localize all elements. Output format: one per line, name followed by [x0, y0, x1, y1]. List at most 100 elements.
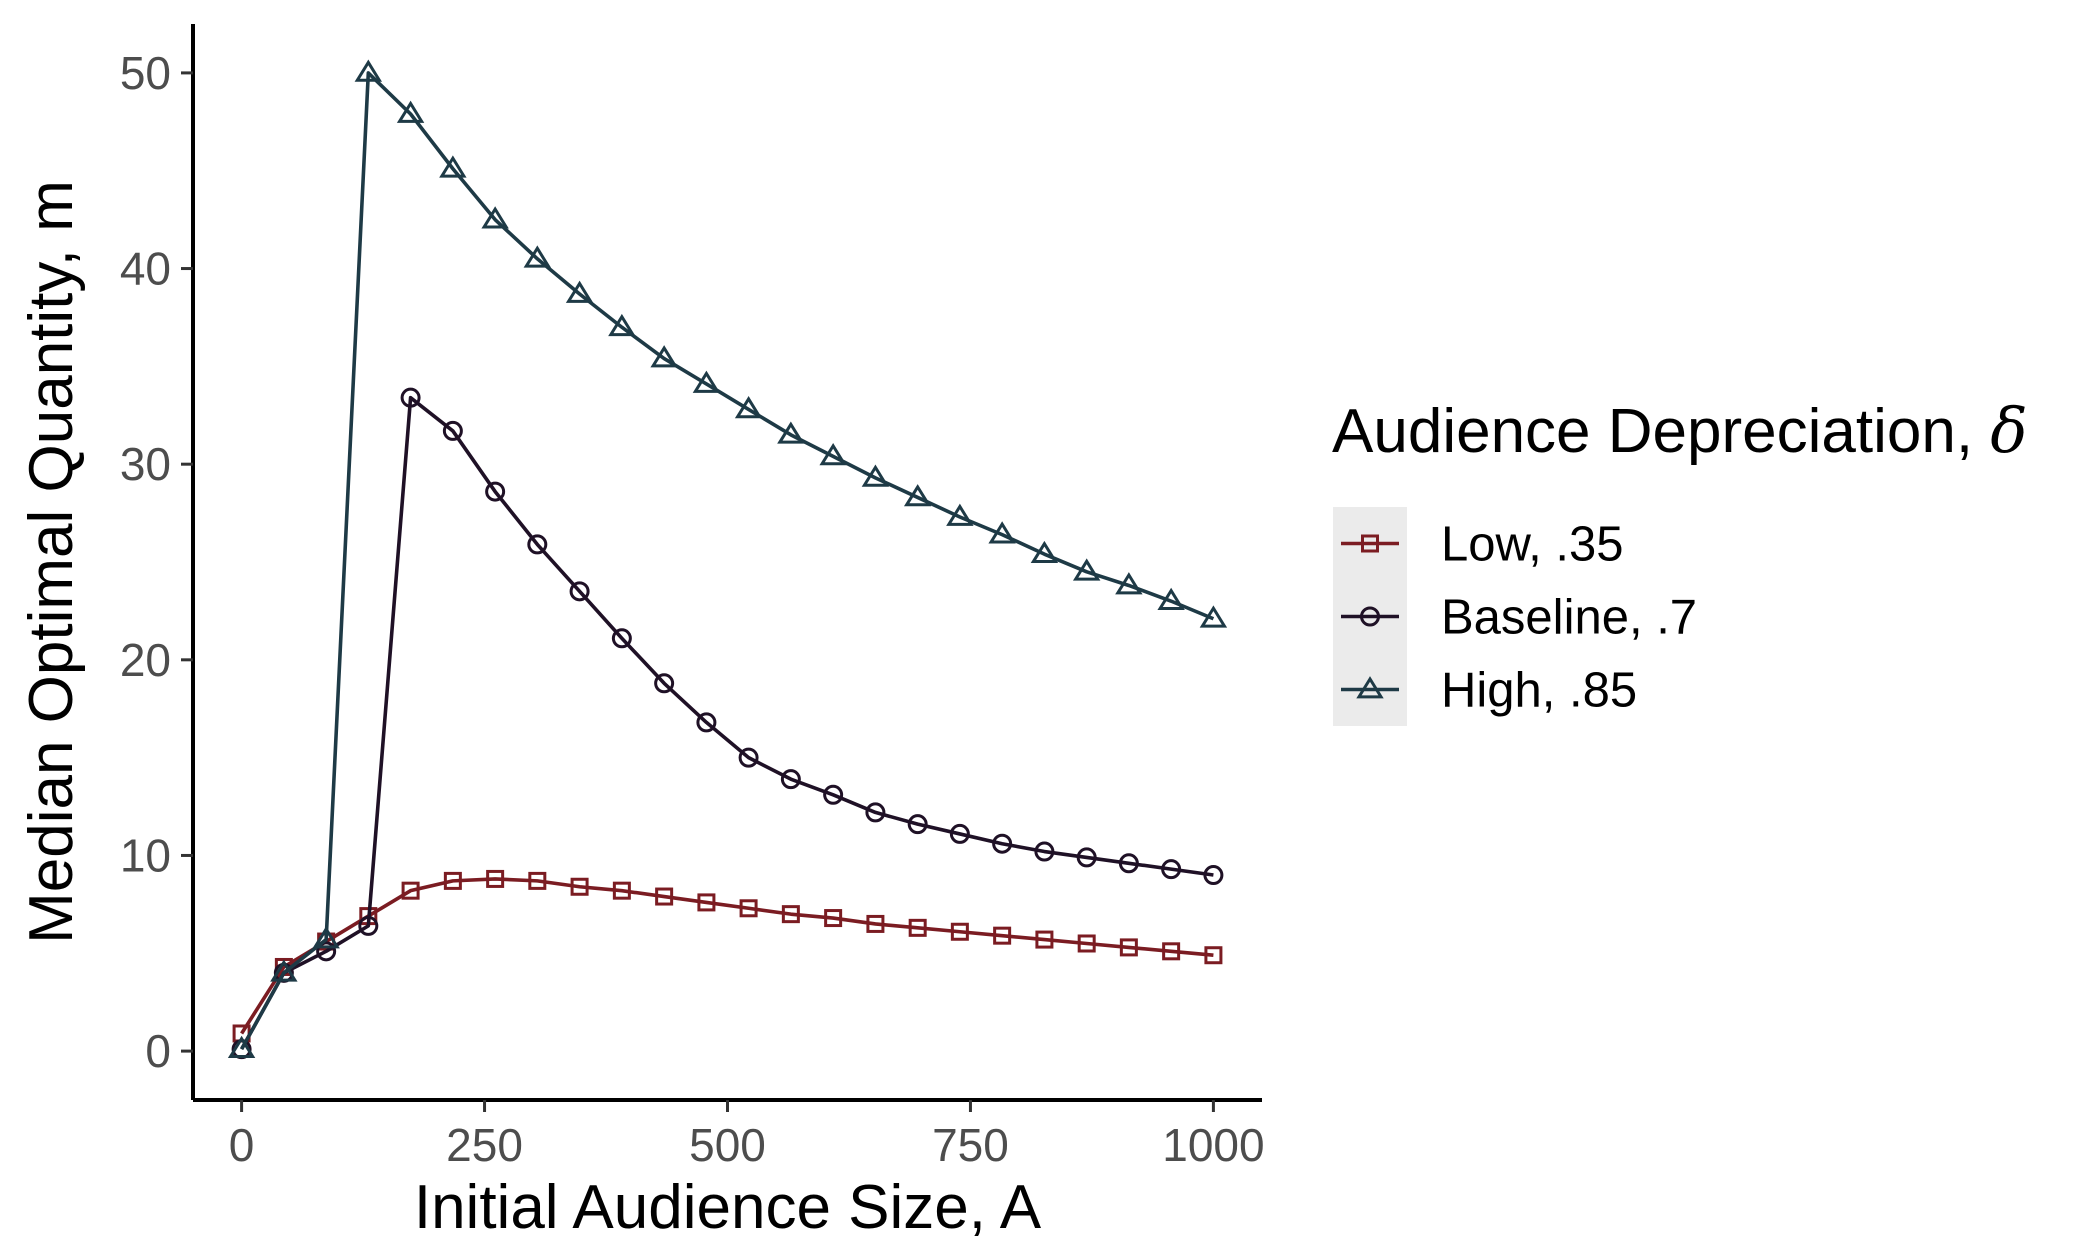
x-axis: 0 250 500 750 1000 Initial Audience Size, A: [193, 1098, 1265, 1242]
square-marker: [443, 871, 462, 890]
square-marker: [486, 869, 505, 888]
triangle-marker: [734, 396, 763, 419]
circle-marker: [907, 814, 928, 835]
legend-label: Low, .35: [1441, 518, 1624, 572]
circle-marker: [1034, 841, 1055, 862]
square-marker: [908, 918, 927, 937]
legend-title: Audience Depreciation, δ: [1332, 394, 2028, 467]
series-square: [232, 869, 1223, 1043]
circle-marker: [358, 915, 379, 936]
circle-marker: [611, 628, 632, 649]
circle-marker: [316, 941, 337, 962]
series-layer: [227, 59, 1228, 1060]
triangle-marker: [988, 521, 1016, 544]
legend: Audience Depreciation, δ Low, .35 Baselin…: [1332, 394, 2028, 726]
circle-marker: [1360, 606, 1380, 627]
square-marker: [950, 922, 969, 941]
plot-area: [227, 59, 1228, 1060]
circle-marker: [949, 823, 970, 844]
y-tick-label: 30: [120, 438, 171, 490]
legend-label: High, .85: [1441, 664, 1637, 718]
square-marker: [1361, 534, 1379, 553]
circle-marker: [654, 673, 675, 694]
square-marker: [1119, 938, 1138, 957]
square-marker: [612, 881, 631, 900]
square-marker: [1204, 946, 1223, 965]
square-marker: [401, 881, 420, 900]
circle-marker: [1076, 847, 1097, 868]
y-tick-label: 20: [120, 634, 171, 686]
y-axis-title: Median Optimal Quantity, m: [17, 180, 86, 944]
legend-label: Baseline, .7: [1441, 591, 1697, 645]
square-marker: [528, 871, 547, 890]
circle-marker: [865, 802, 886, 823]
triangle-marker: [523, 245, 552, 268]
x-tick-label: 1000: [1162, 1119, 1264, 1171]
triangle-marker: [861, 464, 890, 487]
triangle-marker: [1157, 587, 1185, 610]
circle-marker: [992, 833, 1013, 854]
series-triangle: [227, 59, 1228, 1058]
legend-item: High, .85: [1341, 664, 1637, 718]
legend-items: Low, .35 Baseline, .7 High, .85: [1341, 518, 1697, 718]
triangle-marker: [946, 503, 974, 526]
triangle-marker: [565, 280, 594, 303]
square-marker: [1077, 934, 1096, 953]
triangle-marker: [1030, 540, 1059, 564]
y-tick-label: 10: [120, 829, 171, 881]
square-marker: [1162, 942, 1181, 961]
y-tick-label: 40: [120, 243, 171, 295]
circle-marker: [1118, 853, 1139, 874]
triangle-marker: [1199, 605, 1228, 628]
triangle-marker: [819, 443, 847, 466]
x-ticks: 0 250 500 750 1000: [229, 1100, 1265, 1171]
triangle-marker: [481, 206, 509, 229]
triangle-marker: [1356, 676, 1384, 699]
series-circle: [231, 387, 1224, 1060]
triangle-marker: [270, 959, 298, 982]
y-tick-label: 0: [145, 1025, 171, 1077]
x-tick-label: 750: [932, 1119, 1009, 1171]
square-marker: [866, 914, 885, 933]
triangle-marker: [650, 345, 678, 368]
square-marker: [1035, 930, 1054, 949]
circle-marker: [569, 581, 590, 602]
square-marker: [993, 926, 1012, 945]
triangle-marker: [608, 313, 636, 337]
triangle-marker: [903, 484, 932, 507]
x-tick-label: 250: [446, 1119, 523, 1171]
x-tick-label: 0: [229, 1119, 255, 1171]
legend-title-text: Audience Depreciation,: [1332, 397, 1990, 466]
series-line: [240, 395, 1214, 1051]
circle-marker: [485, 481, 506, 502]
triangle-marker: [692, 370, 721, 393]
square-marker: [739, 899, 758, 918]
circle-marker: [738, 747, 759, 768]
legend-item: Low, .35: [1341, 518, 1624, 572]
legend-title-symbol: δ: [1990, 394, 2027, 467]
circle-marker: [527, 534, 548, 555]
circle-marker: [1203, 865, 1224, 886]
triangle-marker: [227, 1035, 256, 1058]
y-tick-label: 50: [120, 47, 171, 99]
triangle-marker: [1072, 558, 1101, 581]
circle-marker: [400, 387, 421, 408]
triangle-marker: [1115, 572, 1143, 595]
y-axis: 0 10 20 30 40 50 Median Optimal Quantity, m: [17, 24, 195, 1100]
circle-marker: [780, 769, 801, 790]
square-marker: [697, 893, 716, 912]
square-marker: [655, 887, 674, 906]
y-ticks: 0 10 20 30 40 50: [120, 47, 193, 1077]
triangle-marker: [312, 926, 340, 949]
circle-marker: [1161, 859, 1182, 880]
triangle-marker: [354, 59, 383, 82]
circle-marker: [442, 420, 463, 441]
x-tick-label: 500: [689, 1119, 766, 1171]
triangle-marker: [777, 421, 805, 444]
series-line: [240, 877, 1214, 1035]
legend-item: Baseline, .7: [1341, 591, 1697, 645]
triangle-marker: [396, 100, 425, 123]
x-axis-title: Initial Audience Size, A: [414, 1173, 1042, 1242]
circle-marker: [696, 712, 717, 733]
